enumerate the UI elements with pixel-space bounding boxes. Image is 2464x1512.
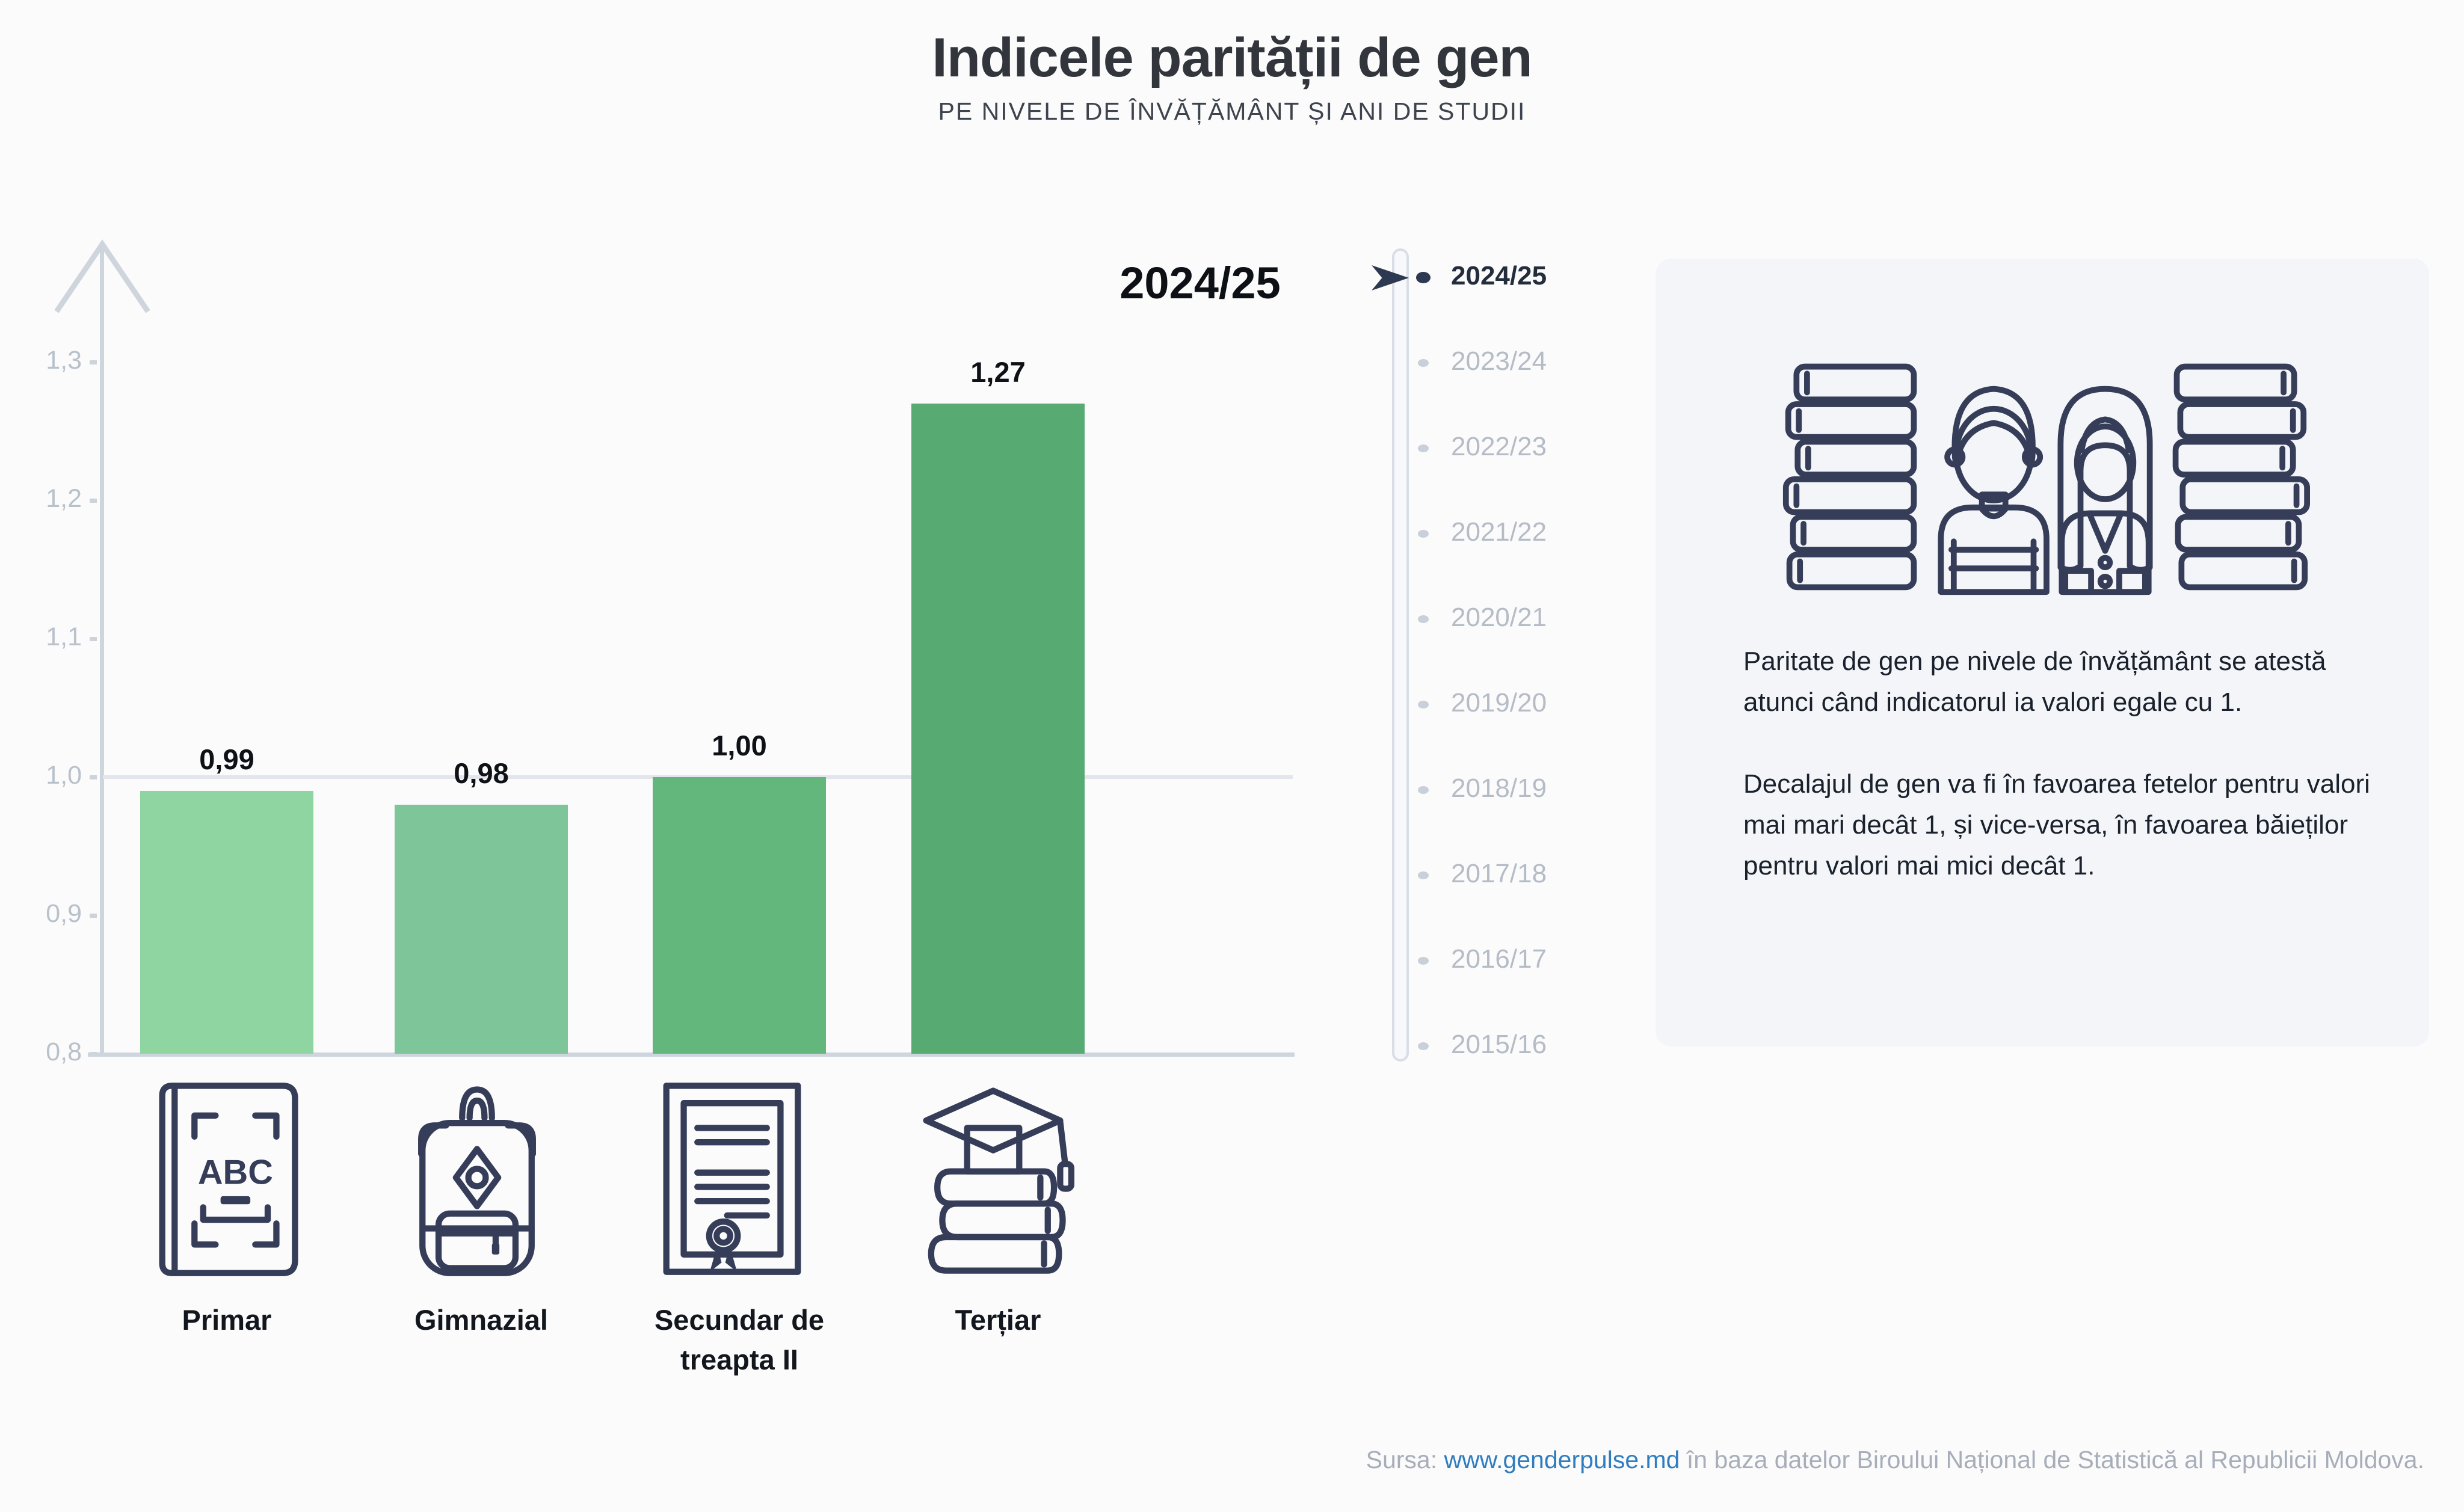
source-note: Sursa: www.genderpulse.md în baza datelo… <box>1366 1446 2424 1474</box>
info-paragraph-2: Decalajul de gen va fi în favoarea fetel… <box>1743 769 2370 880</box>
y-tick-label: 0,9 <box>46 899 82 928</box>
category-label-3: Secundar de treapta II <box>654 1304 825 1375</box>
boy-figure-icon <box>1938 386 2050 595</box>
timeline-year-dot[interactable] <box>1418 1042 1429 1050</box>
category-label-4: Terțiar <box>955 1304 1041 1336</box>
diploma-icon <box>663 1083 801 1275</box>
timeline-year-dot[interactable] <box>1418 359 1429 367</box>
source-suffix: în baza datelor Biroului Național de Sta… <box>1680 1446 2424 1474</box>
bar-terțiar[interactable] <box>911 404 1085 1054</box>
timeline-year-label[interactable]: 2017/18 <box>1451 859 1547 888</box>
timeline-year-label[interactable]: 2020/21 <box>1451 603 1547 632</box>
abc-label: ABC <box>198 1153 273 1191</box>
y-tick-mark <box>90 637 97 641</box>
info-paragraph-1: Paritate de gen pe nivele de învățământ … <box>1743 647 2326 717</box>
y-tick-label: 1,1 <box>46 622 82 651</box>
x-axis <box>88 1053 1295 1057</box>
timeline-year-label[interactable]: 2021/22 <box>1451 517 1547 547</box>
timeline-year-label[interactable]: 2015/16 <box>1451 1030 1547 1059</box>
bar-gimnazial[interactable] <box>395 805 568 1054</box>
info-text: Paritate de gen pe nivele de învățământ … <box>1743 641 2393 887</box>
source-prefix: Sursa: <box>1366 1446 1444 1474</box>
girl-figure-icon <box>2057 386 2153 595</box>
students-and-books-illustration <box>1782 363 2310 595</box>
timeline-year-dot[interactable] <box>1418 786 1429 794</box>
info-panel <box>1656 259 2429 1046</box>
timeline-year-dot[interactable] <box>1416 272 1431 283</box>
bar-value-label: 1,00 <box>712 730 767 761</box>
timeline-year-label[interactable]: 2018/19 <box>1451 773 1547 803</box>
bar-value-label: 0,99 <box>199 743 254 775</box>
y-tick-mark <box>90 775 97 779</box>
timeline-year-dot[interactable] <box>1418 530 1429 538</box>
bar-secundar-de-treapta-ii[interactable] <box>653 777 826 1054</box>
source-link[interactable]: www.genderpulse.md <box>1444 1446 1680 1474</box>
bar-primar[interactable] <box>140 791 313 1054</box>
y-tick-label: 0,8 <box>46 1037 82 1066</box>
timeline-year-label[interactable]: 2022/23 <box>1451 432 1547 461</box>
timeline-year-dot[interactable] <box>1418 615 1429 623</box>
timeline-year-label[interactable]: 2024/25 <box>1451 261 1547 290</box>
y-tick-label: 1,0 <box>46 761 82 790</box>
y-axis <box>100 245 104 1057</box>
y-axis-arrowhead-icon <box>54 239 150 313</box>
abc-book-icon: ABC <box>159 1083 298 1276</box>
y-tick-mark <box>90 360 97 364</box>
timeline-year-label[interactable]: 2023/24 <box>1451 346 1547 376</box>
y-tick-label: 1,2 <box>46 484 82 513</box>
y-tick-mark <box>90 499 97 503</box>
timeline-track[interactable] <box>1392 248 1409 1062</box>
book-stack-left-icon <box>1782 363 1917 591</box>
timeline-year-dot[interactable] <box>1418 871 1429 879</box>
timeline-year-label[interactable]: 2019/20 <box>1451 688 1547 718</box>
y-tick-label: 1,3 <box>46 346 82 375</box>
bar-value-label: 0,98 <box>454 757 509 789</box>
y-tick-mark <box>90 914 97 918</box>
backpack-icon <box>418 1086 536 1276</box>
page-subtitle: PE NIVELE DE ÎNVĂȚĂMÂNT ȘI ANI DE STUDII <box>938 97 1526 125</box>
category-label-1: Primar <box>182 1304 272 1336</box>
timeline-year-dot[interactable] <box>1418 444 1429 452</box>
timeline-year-dot[interactable] <box>1418 957 1429 965</box>
selected-year-heading: 2024/25 <box>1120 258 1281 308</box>
book-stack-right-icon <box>2172 363 2310 591</box>
category-label-2: Gimnazial <box>414 1304 548 1336</box>
timeline-year-label[interactable]: 2016/17 <box>1451 944 1547 974</box>
page-title: Indicele parității de gen <box>932 27 1532 88</box>
graduation-books-icon <box>923 1087 1074 1274</box>
timeline-year-dot[interactable] <box>1418 701 1429 708</box>
bar-value-label: 1,27 <box>970 356 1026 388</box>
